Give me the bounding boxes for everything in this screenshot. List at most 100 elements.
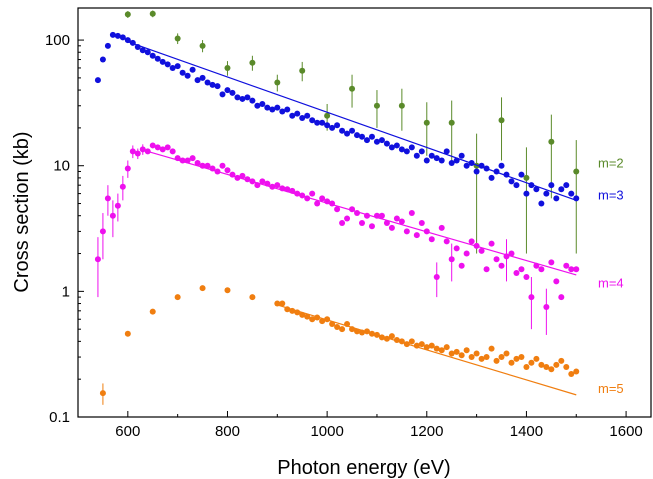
data-point xyxy=(563,364,570,371)
data-point xyxy=(239,95,246,102)
data-point xyxy=(363,137,370,144)
data-point xyxy=(453,245,460,252)
data-point xyxy=(508,359,515,366)
data-point xyxy=(354,132,361,139)
data-point xyxy=(129,148,136,155)
data-point xyxy=(204,79,211,86)
data-point xyxy=(199,285,206,292)
data-point xyxy=(373,102,380,109)
x-tick-label: 1600 xyxy=(609,423,642,440)
y-axis-title: Cross section (kb) xyxy=(11,131,33,292)
data-point xyxy=(314,200,321,207)
data-point xyxy=(124,330,131,337)
data-point xyxy=(224,287,231,294)
data-point xyxy=(124,11,131,18)
data-point xyxy=(279,108,286,115)
data-point xyxy=(533,355,540,362)
data-point xyxy=(553,361,560,368)
series-label: m=4 xyxy=(598,275,624,290)
data-point xyxy=(503,350,510,357)
data-point xyxy=(373,138,380,145)
data-point xyxy=(368,223,375,230)
data-point xyxy=(488,174,495,181)
data-point xyxy=(194,160,201,167)
data-point xyxy=(359,219,366,226)
data-point xyxy=(339,326,346,333)
data-point xyxy=(428,152,435,159)
data-point xyxy=(458,352,465,359)
data-point xyxy=(249,59,256,66)
data-point xyxy=(239,172,246,179)
data-point xyxy=(543,190,550,197)
data-point xyxy=(483,354,490,361)
data-point xyxy=(309,316,316,323)
data-point xyxy=(149,52,156,59)
data-point xyxy=(294,110,301,117)
data-point xyxy=(124,165,131,172)
data-point xyxy=(438,157,445,164)
data-point xyxy=(493,256,500,263)
data-point xyxy=(398,218,405,225)
data-point xyxy=(344,130,351,137)
data-point xyxy=(383,219,390,226)
series-label: m=3 xyxy=(598,188,624,203)
data-point xyxy=(139,146,146,153)
data-point xyxy=(463,347,470,354)
data-point xyxy=(413,232,420,239)
data-point xyxy=(403,228,410,235)
data-point xyxy=(149,10,156,17)
data-point xyxy=(144,49,151,56)
data-point xyxy=(149,142,156,149)
data-point xyxy=(408,210,415,217)
data-point xyxy=(324,112,331,119)
data-point xyxy=(458,262,465,269)
data-point xyxy=(174,35,181,42)
data-point xyxy=(219,91,226,98)
data-point xyxy=(568,370,575,377)
data-point xyxy=(553,278,560,285)
data-point xyxy=(349,85,356,92)
data-point xyxy=(453,348,460,355)
data-point xyxy=(349,127,356,134)
data-point xyxy=(99,390,106,397)
data-point xyxy=(234,94,241,101)
data-point xyxy=(443,148,450,155)
data-point xyxy=(523,274,530,281)
data-point xyxy=(448,160,455,167)
data-point xyxy=(199,42,206,49)
data-point xyxy=(184,72,191,79)
data-point xyxy=(388,144,395,151)
data-point xyxy=(309,190,316,197)
data-point xyxy=(508,178,515,185)
data-point xyxy=(448,350,455,357)
data-point xyxy=(423,157,430,164)
data-point xyxy=(568,190,575,197)
x-tick-label: 600 xyxy=(115,423,140,440)
data-point xyxy=(304,112,311,119)
fit-line xyxy=(277,304,577,396)
data-point xyxy=(528,294,535,301)
data-point xyxy=(244,94,251,101)
data-point xyxy=(164,61,171,68)
data-point xyxy=(428,236,435,243)
tick-layer: 600 800 1000 1200 1400 1600 0.1 1 10 100 xyxy=(45,32,643,440)
data-point xyxy=(109,212,116,219)
data-point xyxy=(478,247,485,254)
data-point xyxy=(378,212,385,219)
data-point xyxy=(573,266,580,273)
x-tick-label: 800 xyxy=(215,423,240,440)
data-point xyxy=(408,144,415,151)
data-point xyxy=(319,119,326,126)
data-point xyxy=(513,355,520,362)
y-tick-label: 1 xyxy=(62,283,70,300)
data-point xyxy=(408,338,415,345)
data-point xyxy=(199,74,206,81)
series-layer: m=2 m=3 m=4 m=5 xyxy=(94,10,624,405)
data-point xyxy=(334,324,341,331)
data-point xyxy=(473,168,480,175)
data-point xyxy=(299,67,306,74)
data-point xyxy=(99,56,106,63)
data-point xyxy=(124,37,131,44)
data-point xyxy=(548,138,555,145)
data-point xyxy=(334,206,341,213)
